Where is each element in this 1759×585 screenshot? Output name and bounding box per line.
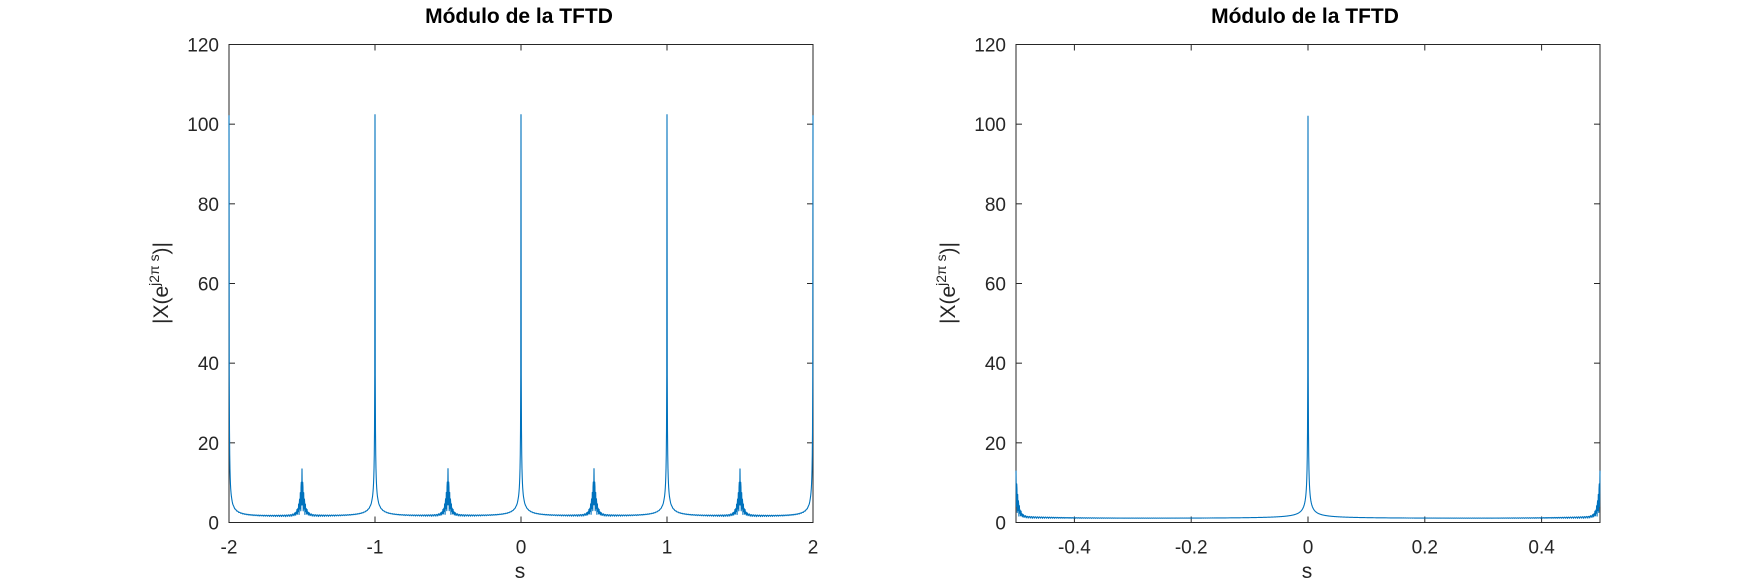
left-plot-xtick-label: -1: [367, 538, 384, 559]
left-plot-title: Módulo de la TFTD: [425, 5, 613, 28]
right-plot-y-ticks: 0 20 40 60 80 100 120: [974, 36, 1600, 535]
right-plot-ytick-label: 80: [985, 195, 1006, 216]
right-plot-ylabel: |X(ej2π s)|: [933, 242, 960, 324]
left-plot-ylabel-sup: j2π s: [146, 254, 162, 286]
left-plot-ytick-label: 120: [187, 36, 219, 57]
right-plot-ylabel-end: )|: [937, 242, 960, 254]
right-plot-xtick-label: 0: [1303, 538, 1314, 559]
left-plot-xtick-label: 2: [808, 538, 819, 559]
left-plot-ylabel-main: |X(e: [150, 286, 173, 324]
right-plot-xtick-label: 0.4: [1528, 538, 1555, 559]
left-plot-y-ticks: 0 20 40 60 80 100 120: [187, 36, 813, 535]
right-plot-title: Módulo de la TFTD: [1211, 5, 1399, 28]
left-plot-xlabel: s: [515, 560, 526, 583]
left-plot-ytick-label: 80: [198, 195, 219, 216]
left-plot-series-line: [228, 114, 814, 518]
right-plot-series-line: [1015, 115, 1601, 519]
right-plot-xlabel: s: [1302, 560, 1313, 583]
left-plot-x-ticks: -2 -1 0 1 2: [221, 44, 819, 559]
left-plot: Módulo de la TFTD 0 20 40 60 80 100 120 -2 -1 0 1…: [146, 5, 818, 583]
right-plot-ytick-label: 60: [985, 275, 1006, 296]
left-plot-ylabel: |X(ej2π s)|: [146, 242, 173, 324]
left-plot-ytick-label: 60: [198, 275, 219, 296]
left-plot-xtick-label: 1: [662, 538, 673, 559]
right-plot-x-ticks: -0.4 -0.2 0 0.2 0.4: [1058, 44, 1555, 559]
right-plot-xtick-label: -0.2: [1175, 538, 1208, 559]
right-plot-ylabel-main: |X(e: [937, 286, 960, 324]
right-plot-ylabel-sup: j2π s: [933, 254, 949, 286]
left-plot-ylabel-end: )|: [150, 242, 173, 254]
left-plot-ytick-label: 100: [187, 115, 219, 136]
right-plot-ytick-label: 120: [974, 36, 1006, 57]
left-plot-xtick-label: -2: [221, 538, 238, 559]
left-plot-ytick-label: 20: [198, 434, 219, 455]
right-plot-xtick-label: 0.2: [1412, 538, 1438, 559]
left-plot-ytick-label: 0: [208, 514, 219, 535]
left-plot-ytick-label: 40: [198, 354, 219, 375]
right-plot-ytick-label: 0: [995, 514, 1006, 535]
left-plot-xtick-label: 0: [516, 538, 527, 559]
right-plot-ytick-label: 20: [985, 434, 1006, 455]
right-plot-ytick-label: 100: [974, 115, 1006, 136]
right-plot-xtick-label: -0.4: [1058, 538, 1091, 559]
right-plot-ytick-label: 40: [985, 354, 1006, 375]
